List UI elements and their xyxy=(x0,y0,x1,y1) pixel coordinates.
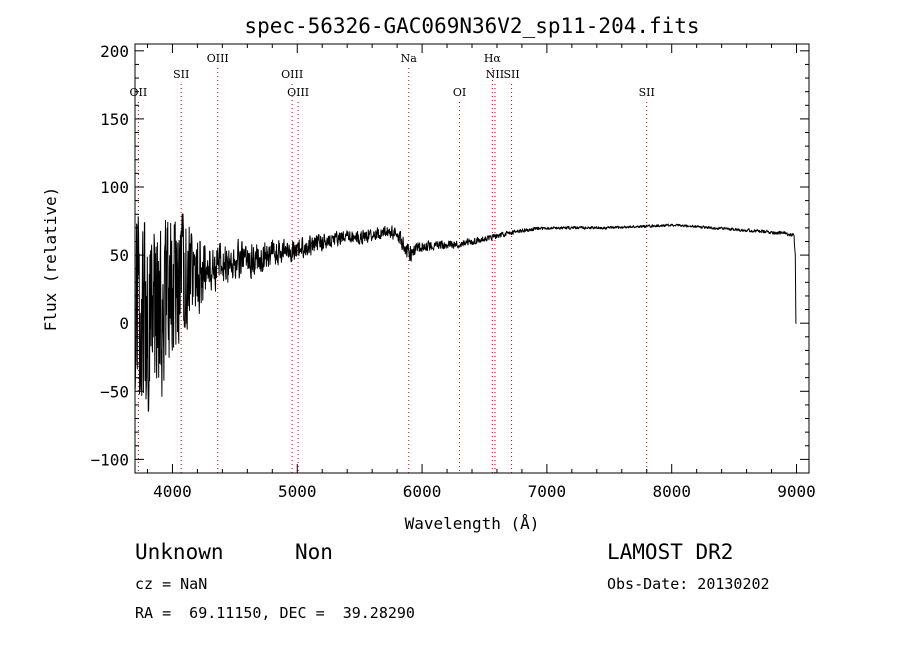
chart-title: spec-56326-GAC069N36V2_sp11-204.fits xyxy=(244,14,699,38)
object-class: Unknown xyxy=(135,540,224,564)
y-tick-label: 50 xyxy=(110,246,129,265)
x-tick-label: 7000 xyxy=(528,482,567,501)
coordinates: RA = 69.11150, DEC = 39.28290 xyxy=(135,604,415,622)
emission-line-label: NII xyxy=(486,68,504,81)
emission-line-label: OIII xyxy=(281,68,303,81)
y-axis-label: Flux (relative) xyxy=(41,187,60,332)
axis-ticks: 4000 5000 6000 7000 8000 9000 −100 −50 0 50 100 150… xyxy=(90,42,815,501)
x-tick-label: 8000 xyxy=(652,482,691,501)
x-tick-label: 5000 xyxy=(278,482,317,501)
emission-line-label: SII xyxy=(503,68,519,81)
y-tick-label: −50 xyxy=(100,382,129,401)
emission-line-label: OI xyxy=(453,86,466,99)
emission-line-label: Hα xyxy=(484,52,502,65)
y-tick-label: 0 xyxy=(119,314,129,333)
x-tick-label: 6000 xyxy=(403,482,442,501)
x-tick-label: 4000 xyxy=(153,482,192,501)
observation-date: Obs-Date: 20130202 xyxy=(607,575,770,593)
x-tick-label: 9000 xyxy=(777,482,816,501)
y-tick-label: 150 xyxy=(100,110,129,129)
x-axis-label: Wavelength (Å) xyxy=(405,514,540,533)
y-tick-label: −100 xyxy=(90,450,129,469)
y-tick-label: 200 xyxy=(100,42,129,61)
emission-line-label: OIII xyxy=(287,86,309,99)
y-tick-label: 100 xyxy=(100,178,129,197)
redshift-value: cz = NaN xyxy=(135,575,208,593)
emission-line-label: OII xyxy=(130,86,148,99)
emission-line-label: OIII xyxy=(207,52,229,65)
plot-frame xyxy=(134,43,810,474)
emission-line-label: Na xyxy=(401,52,418,65)
emission-line-label: SII xyxy=(639,86,655,99)
spectrum-line xyxy=(134,213,797,412)
object-subclass: Non xyxy=(295,540,333,564)
survey-name: LAMOST DR2 xyxy=(607,540,734,564)
emission-line-label: SII xyxy=(173,68,189,81)
